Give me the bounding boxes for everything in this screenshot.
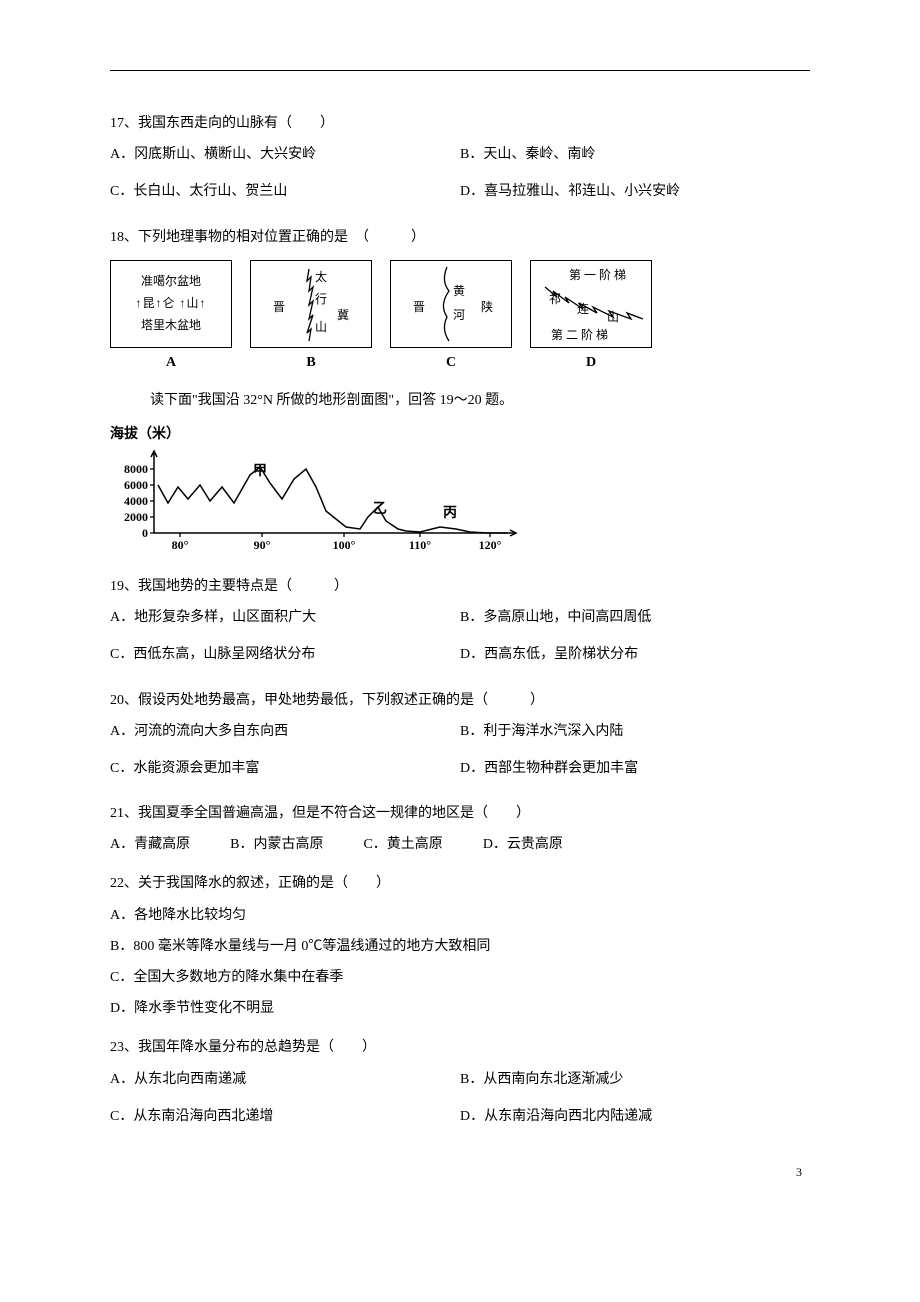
q18-cap-c: C [446, 350, 456, 375]
svg-text:8000: 8000 [124, 462, 148, 476]
q23-opt-a: A．从东北向西南递减 [110, 1067, 460, 1092]
profile-chart: 0 2000 4000 6000 8000 80° 90° 100° 110° 120° 甲乙 丙 [110, 447, 530, 557]
q19-opt-d: D．西高东低，呈阶梯状分布 [460, 642, 810, 667]
question-23: 23、我国年降水量分布的总趋势是（ ） A．从东北向西南递减 B．从西南向东北逐… [110, 1035, 810, 1135]
svg-text:90°: 90° [254, 538, 271, 552]
q18-a-mid: ↑昆↑仑 ↑山↑ [135, 293, 206, 315]
q23-stem: 23、我国年降水量分布的总趋势是（ ） [110, 1035, 810, 1060]
q20-opt-b: B．利于海洋水汽深入内陆 [460, 719, 810, 744]
q21-opt-c: C．黄土高原 [363, 832, 442, 857]
header-rule [110, 70, 810, 71]
question-17: 17、我国东西走向的山脉有（ ） A．冈底斯山、横断山、大兴安岭 B．天山、秦岭… [110, 111, 810, 211]
svg-text:80°: 80° [172, 538, 189, 552]
q18-cap-b: B [306, 350, 315, 375]
q22-opt-d: D．降水季节性变化不明显 [110, 996, 810, 1021]
svg-text:2000: 2000 [124, 510, 148, 524]
q18-panel-d: 第 一 阶 梯 祁 连 山 第 二 阶 梯 D [530, 260, 652, 375]
q18-c-right: 陕 [481, 297, 493, 319]
q18-panel-c: 晋 黄 河 陕 C [390, 260, 512, 375]
q21-stem: 21、我国夏季全国普遍高温，但是不符合这一规律的地区是（ ） [110, 801, 810, 826]
q18-figure: 准噶尔盆地 ↑昆↑仑 ↑山↑ 塔里木盆地 A 晋 太 行 山 冀 [110, 260, 810, 375]
q22-opt-b: B．800 毫米等降水量线与一月 0℃等温线通过的地方大致相同 [110, 934, 810, 959]
q18-panel-a: 准噶尔盆地 ↑昆↑仑 ↑山↑ 塔里木盆地 A [110, 260, 232, 375]
q19-stem: 19、我国地势的主要特点是（ ） [110, 574, 810, 599]
svg-text:6000: 6000 [124, 478, 148, 492]
q17-stem: 17、我国东西走向的山脉有（ ） [110, 111, 810, 136]
figure-profile: 海拔（米） 0 2000 4000 6000 8000 80° 90° 100° 110° 120… [110, 423, 530, 560]
q18-b-svg [251, 261, 371, 347]
q18-a-top: 准噶尔盆地 [141, 271, 201, 293]
q19-opt-c: C．西低东高，山脉呈网络状分布 [110, 642, 460, 667]
q19-opt-b: B．多高原山地，中间高四周低 [460, 605, 810, 630]
q22-opt-a: A．各地降水比较均匀 [110, 903, 810, 928]
q18-cap-a: A [166, 350, 176, 375]
q21-opt-b: B．内蒙古高原 [230, 832, 323, 857]
q17-opt-b: B．天山、秦岭、南岭 [460, 142, 810, 167]
q20-opt-d: D．西部生物种群会更加丰富 [460, 756, 810, 781]
q18-d-top: 第 一 阶 梯 [569, 265, 626, 287]
q17-opt-c: C．长白山、太行山、贺兰山 [110, 179, 460, 204]
question-21: 21、我国夏季全国普遍高温，但是不符合这一规律的地区是（ ） A．青藏高原 B．… [110, 801, 810, 857]
q23-opt-d: D．从东南沿海向西北内陆递减 [460, 1104, 810, 1129]
q22-stem: 22、关于我国降水的叙述，正确的是（ ） [110, 871, 810, 896]
q23-opt-b: B．从西南向东北逐渐减少 [460, 1067, 810, 1092]
q18-b-left: 晋 [273, 297, 285, 319]
svg-text:丙: 丙 [443, 505, 457, 521]
question-22: 22、关于我国降水的叙述，正确的是（ ） A．各地降水比较均匀 B．800 毫米… [110, 871, 810, 1021]
svg-text:110°: 110° [409, 538, 431, 552]
svg-text:100°: 100° [333, 538, 356, 552]
svg-text:4000: 4000 [124, 494, 148, 508]
q23-opt-c: C．从东南沿海向西北递增 [110, 1104, 460, 1129]
q22-opt-c: C．全国大多数地方的降水集中在春季 [110, 965, 810, 990]
q21-opt-d: D．云贵高原 [483, 832, 563, 857]
svg-text:甲: 甲 [253, 463, 267, 479]
q18-panel-b: 晋 太 行 山 冀 B [250, 260, 372, 375]
instr-19: 读下面"我国沿 32°N 所做的地形剖面图"，回答 19～20 题。 [150, 389, 810, 409]
fig19-title: 海拔（米） [110, 423, 530, 443]
q17-opt-d: D．喜马拉雅山、祁连山、小兴安岭 [460, 179, 810, 204]
q18-c-left: 晋 [413, 297, 425, 319]
question-20: 20、假设丙处地势最高，甲处地势最低，下列叙述正确的是（ ） A．河流的流向大多… [110, 688, 810, 788]
q21-opt-a: A．青藏高原 [110, 832, 190, 857]
question-19: 19、我国地势的主要特点是（ ） A．地形复杂多样，山区面积广大 B．多高原山地… [110, 574, 810, 674]
svg-text:0: 0 [142, 526, 148, 540]
q17-options-2: C．长白山、太行山、贺兰山 D．喜马拉雅山、祁连山、小兴安岭 [110, 179, 810, 210]
q18-d-bot: 第 二 阶 梯 [551, 325, 608, 347]
q18-a-bot: 塔里木盆地 [141, 315, 201, 337]
q20-opt-a: A．河流的流向大多自东向西 [110, 719, 460, 744]
question-18: 18、下列地理事物的相对位置正确的是 （ ） 准噶尔盆地 ↑昆↑仑 ↑山↑ 塔里… [110, 225, 810, 375]
q20-opt-c: C．水能资源会更加丰富 [110, 756, 460, 781]
q17-options: A．冈底斯山、横断山、大兴安岭 B．天山、秦岭、南岭 [110, 142, 810, 173]
q19-opt-a: A．地形复杂多样，山区面积广大 [110, 605, 460, 630]
q17-opt-a: A．冈底斯山、横断山、大兴安岭 [110, 142, 460, 167]
svg-text:乙: 乙 [373, 501, 387, 517]
q20-stem: 20、假设丙处地势最高，甲处地势最低，下列叙述正确的是（ ） [110, 688, 810, 713]
svg-text:120°: 120° [479, 538, 502, 552]
q18-stem: 18、下列地理事物的相对位置正确的是 （ ） [110, 225, 810, 250]
q18-b-right: 冀 [337, 305, 349, 327]
page-number: 3 [110, 1165, 810, 1180]
q18-cap-d: D [586, 350, 596, 375]
